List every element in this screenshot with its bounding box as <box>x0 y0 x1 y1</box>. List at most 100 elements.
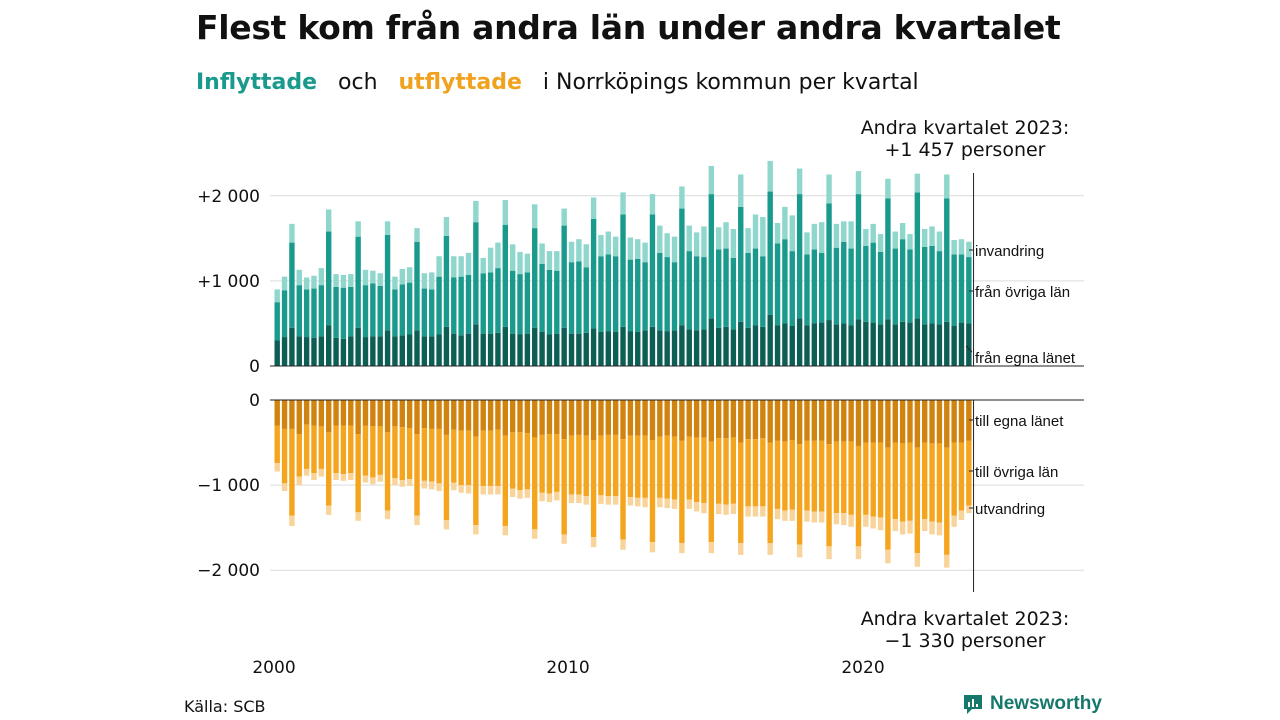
bar-out-till-övriga-län <box>738 442 744 543</box>
bar-out-utvandring <box>495 485 501 495</box>
bar-out-till-egna-länet <box>804 400 810 441</box>
bar-in-invandring <box>333 274 339 287</box>
bar-in-från-övriga-län <box>289 242 295 328</box>
bar-out-till-övriga-län <box>451 429 457 483</box>
bar-in-från-egna-länet <box>951 326 957 366</box>
bar-in-invandring <box>399 268 405 285</box>
bar-out-utvandring <box>951 515 957 527</box>
bar-out-till-egna-länet <box>841 400 847 442</box>
bar-out-utvandring <box>598 495 604 504</box>
bar-in-invandring <box>855 171 862 195</box>
bar-in-från-egna-länet <box>782 323 788 366</box>
bar-out-utvandring <box>458 485 464 493</box>
bar-out-till-övriga-län <box>774 440 781 509</box>
bar-out-till-egna-länet <box>421 400 428 429</box>
bar-out-utvandring <box>355 512 361 521</box>
bar-out-till-övriga-län <box>406 428 413 480</box>
bar-in-från-övriga-län <box>590 218 597 329</box>
bar-in-invandring <box>804 232 810 255</box>
bar-in-invandring <box>627 237 634 260</box>
bar-out-utvandring <box>693 502 700 512</box>
bar-in-från-övriga-län <box>833 247 840 325</box>
brand-logo[interactable]: Newsworthy <box>962 693 1102 715</box>
bar-out-till-övriga-län <box>671 436 678 500</box>
y-tick-out-2000: −2 000 <box>197 561 260 581</box>
bar-out-till-övriga-län <box>546 434 553 494</box>
bar-out-till-övriga-län <box>767 442 773 543</box>
bar-in-invandring <box>561 208 567 226</box>
bar-in-från-egna-länet <box>664 331 670 366</box>
bar-in-invandring <box>693 232 700 257</box>
y-tick-out-0: 0 <box>249 391 260 411</box>
bar-out-till-egna-länet <box>303 400 310 425</box>
bar-in-från-egna-länet <box>693 330 700 366</box>
bar-in-invandring <box>465 252 472 275</box>
bar-in-från-övriga-län <box>966 257 972 324</box>
y-tick-in-1000: +1 000 <box>197 272 260 292</box>
bar-out-till-egna-länet <box>774 400 781 441</box>
bar-in-från-övriga-län <box>752 248 759 326</box>
bar-in-från-övriga-län <box>811 249 818 324</box>
bar-in-från-egna-länet <box>414 330 420 366</box>
bar-in-invandring <box>568 241 575 263</box>
bar-in-från-egna-länet <box>870 322 876 366</box>
bar-out-till-övriga-län <box>311 425 317 474</box>
bar-out-till-egna-länet <box>855 400 862 446</box>
bar-out-utvandring <box>789 509 795 521</box>
bar-out-till-övriga-län <box>620 439 626 540</box>
bar-out-till-egna-länet <box>738 400 744 443</box>
bar-out-till-övriga-län <box>296 434 302 477</box>
bar-out-utvandring <box>281 483 288 492</box>
bar-out-till-övriga-län <box>517 432 523 491</box>
bar-in-invandring <box>642 242 648 263</box>
bar-in-från-egna-länet <box>649 326 656 366</box>
bar-in-från-egna-länet <box>274 340 280 366</box>
bar-out-till-egna-länet <box>701 400 707 438</box>
bar-in-från-övriga-län <box>605 254 612 332</box>
bar-in-invandring <box>384 221 391 235</box>
bar-in-invandring <box>370 270 376 284</box>
bar-in-från-övriga-län <box>392 289 398 337</box>
bar-out-till-egna-länet <box>590 400 597 440</box>
bar-out-till-övriga-län <box>811 440 818 512</box>
bar-out-till-övriga-län <box>752 439 759 507</box>
bar-in-från-övriga-län <box>532 228 538 328</box>
bar-in-från-övriga-län <box>693 256 700 331</box>
bar-out-utvandring <box>760 506 766 517</box>
bar-in-från-egna-länet <box>841 323 847 366</box>
bar-in-invandring <box>429 272 435 290</box>
bar-in-från-övriga-län <box>789 251 795 327</box>
bar-out-utvandring <box>649 542 656 553</box>
bar-out-utvandring <box>922 519 928 532</box>
bar-in-från-övriga-län <box>480 273 486 334</box>
bar-in-från-egna-länet <box>671 330 678 366</box>
bar-out-utvandring <box>502 525 508 536</box>
bar-in-invandring <box>414 228 420 242</box>
bar-out-till-övriga-län <box>826 444 832 547</box>
bar-out-utvandring <box>546 493 553 503</box>
bar-out-utvandring <box>804 510 810 522</box>
bar-out-utvandring <box>863 514 869 527</box>
bar-out-till-övriga-län <box>355 434 361 513</box>
bar-in-från-egna-länet <box>502 326 508 366</box>
subtitle-rest: i Norrköpings kommun per kvartal <box>542 70 919 95</box>
y-tick-out-1000: −1 000 <box>197 476 260 496</box>
bar-out-till-egna-länet <box>715 400 722 439</box>
bar-out-till-egna-länet <box>811 400 818 441</box>
bar-in-från-övriga-län <box>546 269 553 335</box>
bar-out-till-övriga-län <box>318 426 325 469</box>
bar-out-till-egna-länet <box>568 400 575 436</box>
bar-in-från-egna-länet <box>318 336 325 366</box>
bar-in-från-övriga-län <box>465 274 472 334</box>
bar-in-invandring <box>274 289 280 303</box>
bar-in-från-egna-länet <box>730 329 737 366</box>
series-label-till-ovriga-lan: till övriga län <box>975 464 1058 481</box>
bar-out-till-övriga-län <box>480 430 486 486</box>
bar-in-från-övriga-län <box>620 214 626 327</box>
bar-out-utvandring <box>877 517 884 531</box>
bar-in-från-övriga-län <box>929 246 935 324</box>
bar-out-till-övriga-län <box>377 426 383 475</box>
bar-in-från-övriga-län <box>429 289 435 337</box>
bar-out-utvandring <box>436 483 442 492</box>
bar-out-till-övriga-län <box>576 434 582 495</box>
